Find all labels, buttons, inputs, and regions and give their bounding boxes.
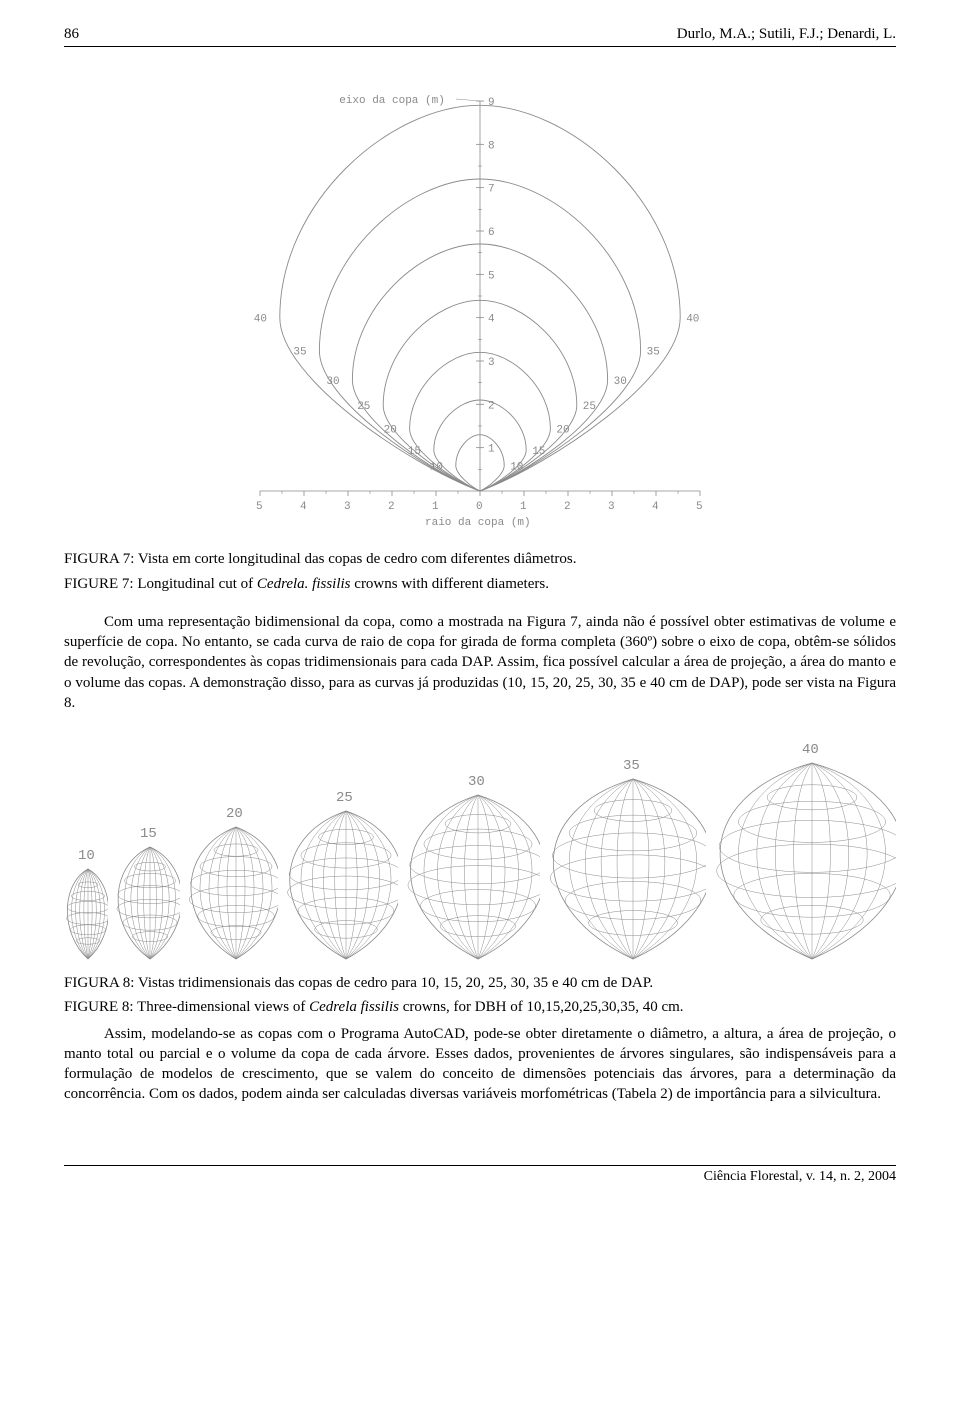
solid-40: 40 xyxy=(712,739,896,963)
svg-text:8: 8 xyxy=(488,141,495,153)
figure-8-caption-en: FIGURE 8: Three-dimensional views of Ced… xyxy=(64,997,896,1017)
svg-text:40: 40 xyxy=(802,742,819,758)
svg-text:5: 5 xyxy=(488,271,495,283)
svg-text:9: 9 xyxy=(488,97,495,109)
svg-text:35: 35 xyxy=(293,347,306,359)
page-number: 86 xyxy=(64,24,79,44)
svg-text:20: 20 xyxy=(384,425,397,437)
svg-text:40: 40 xyxy=(686,314,699,326)
header-authors: Durlo, M.A.; Sutili, F.J.; Denardi, L. xyxy=(677,24,896,44)
caption-8-en-c: crowns, for DBH of 10,15,20,25,30,35, 40… xyxy=(399,999,684,1015)
svg-text:1: 1 xyxy=(488,444,495,456)
svg-text:30: 30 xyxy=(614,376,627,388)
footer: Ciência Florestal, v. 14, n. 2, 2004 xyxy=(64,1165,896,1187)
figure-7: 123456789eixo da copa (m)54321012345raio… xyxy=(64,71,896,541)
svg-text:4: 4 xyxy=(488,314,495,326)
svg-text:4: 4 xyxy=(652,501,659,513)
svg-text:30: 30 xyxy=(468,774,485,790)
svg-text:40: 40 xyxy=(254,314,267,326)
svg-text:raio da copa (m): raio da copa (m) xyxy=(425,517,531,529)
figure-8: 10 15 20 25 30 35 40 xyxy=(64,743,896,963)
svg-text:20: 20 xyxy=(556,425,569,437)
paragraph-1: Com uma representação bidimensional da c… xyxy=(64,612,896,713)
svg-text:10: 10 xyxy=(78,848,95,864)
caption-7-en-italic: Cedrela. fissilis xyxy=(257,576,351,592)
svg-text:2: 2 xyxy=(564,501,571,513)
solid-30: 30 xyxy=(404,771,540,963)
paragraph-1-text: Com uma representação bidimensional da c… xyxy=(64,614,896,711)
svg-text:1: 1 xyxy=(432,501,439,513)
paragraph-2-text: Assim, modelando-se as copas com o Progr… xyxy=(64,1026,896,1103)
solid-15: 15 xyxy=(114,823,180,963)
caption-7-en-c: crowns with different diameters. xyxy=(351,576,549,592)
footer-journal: Ciência Florestal, v. 14, n. 2, 2004 xyxy=(704,1169,896,1184)
svg-text:20: 20 xyxy=(226,806,243,822)
svg-text:2: 2 xyxy=(388,501,395,513)
running-header: 86 Durlo, M.A.; Sutili, F.J.; Denardi, L… xyxy=(64,24,896,47)
figure-8-caption-pt: FIGURA 8: Vistas tridimensionais das cop… xyxy=(64,973,896,993)
solid-20: 20 xyxy=(186,803,278,963)
svg-text:1: 1 xyxy=(520,501,527,513)
svg-text:15: 15 xyxy=(140,826,157,842)
svg-text:35: 35 xyxy=(647,347,660,359)
svg-text:eixo da copa (m): eixo da copa (m) xyxy=(339,95,445,107)
svg-text:3: 3 xyxy=(488,357,495,369)
paragraph-2: Assim, modelando-se as copas com o Progr… xyxy=(64,1024,896,1105)
figure-7-svg: 123456789eixo da copa (m)54321012345raio… xyxy=(200,71,760,541)
caption-7-en-a: FIGURE 7: Longitudinal cut of xyxy=(64,576,257,592)
svg-text:25: 25 xyxy=(357,401,370,413)
caption-8-en-a: FIGURE 8: Three-dimensional views of xyxy=(64,999,309,1015)
caption-8-en-italic: Cedrela fissilis xyxy=(309,999,399,1015)
svg-text:5: 5 xyxy=(256,501,263,513)
svg-text:5: 5 xyxy=(696,501,703,513)
solid-35: 35 xyxy=(546,755,706,963)
svg-text:6: 6 xyxy=(488,227,495,239)
svg-text:3: 3 xyxy=(344,501,351,513)
svg-text:4: 4 xyxy=(300,501,307,513)
svg-text:35: 35 xyxy=(623,758,640,774)
svg-text:3: 3 xyxy=(608,501,615,513)
svg-text:0: 0 xyxy=(476,501,483,513)
figure-7-caption-pt: FIGURA 7: Vista em corte longitudinal da… xyxy=(64,549,896,569)
figure-7-caption-en: FIGURE 7: Longitudinal cut of Cedrela. f… xyxy=(64,574,896,594)
svg-text:25: 25 xyxy=(336,790,353,806)
svg-text:7: 7 xyxy=(488,184,495,196)
solid-10: 10 xyxy=(64,845,108,963)
solid-25: 25 xyxy=(284,787,398,963)
